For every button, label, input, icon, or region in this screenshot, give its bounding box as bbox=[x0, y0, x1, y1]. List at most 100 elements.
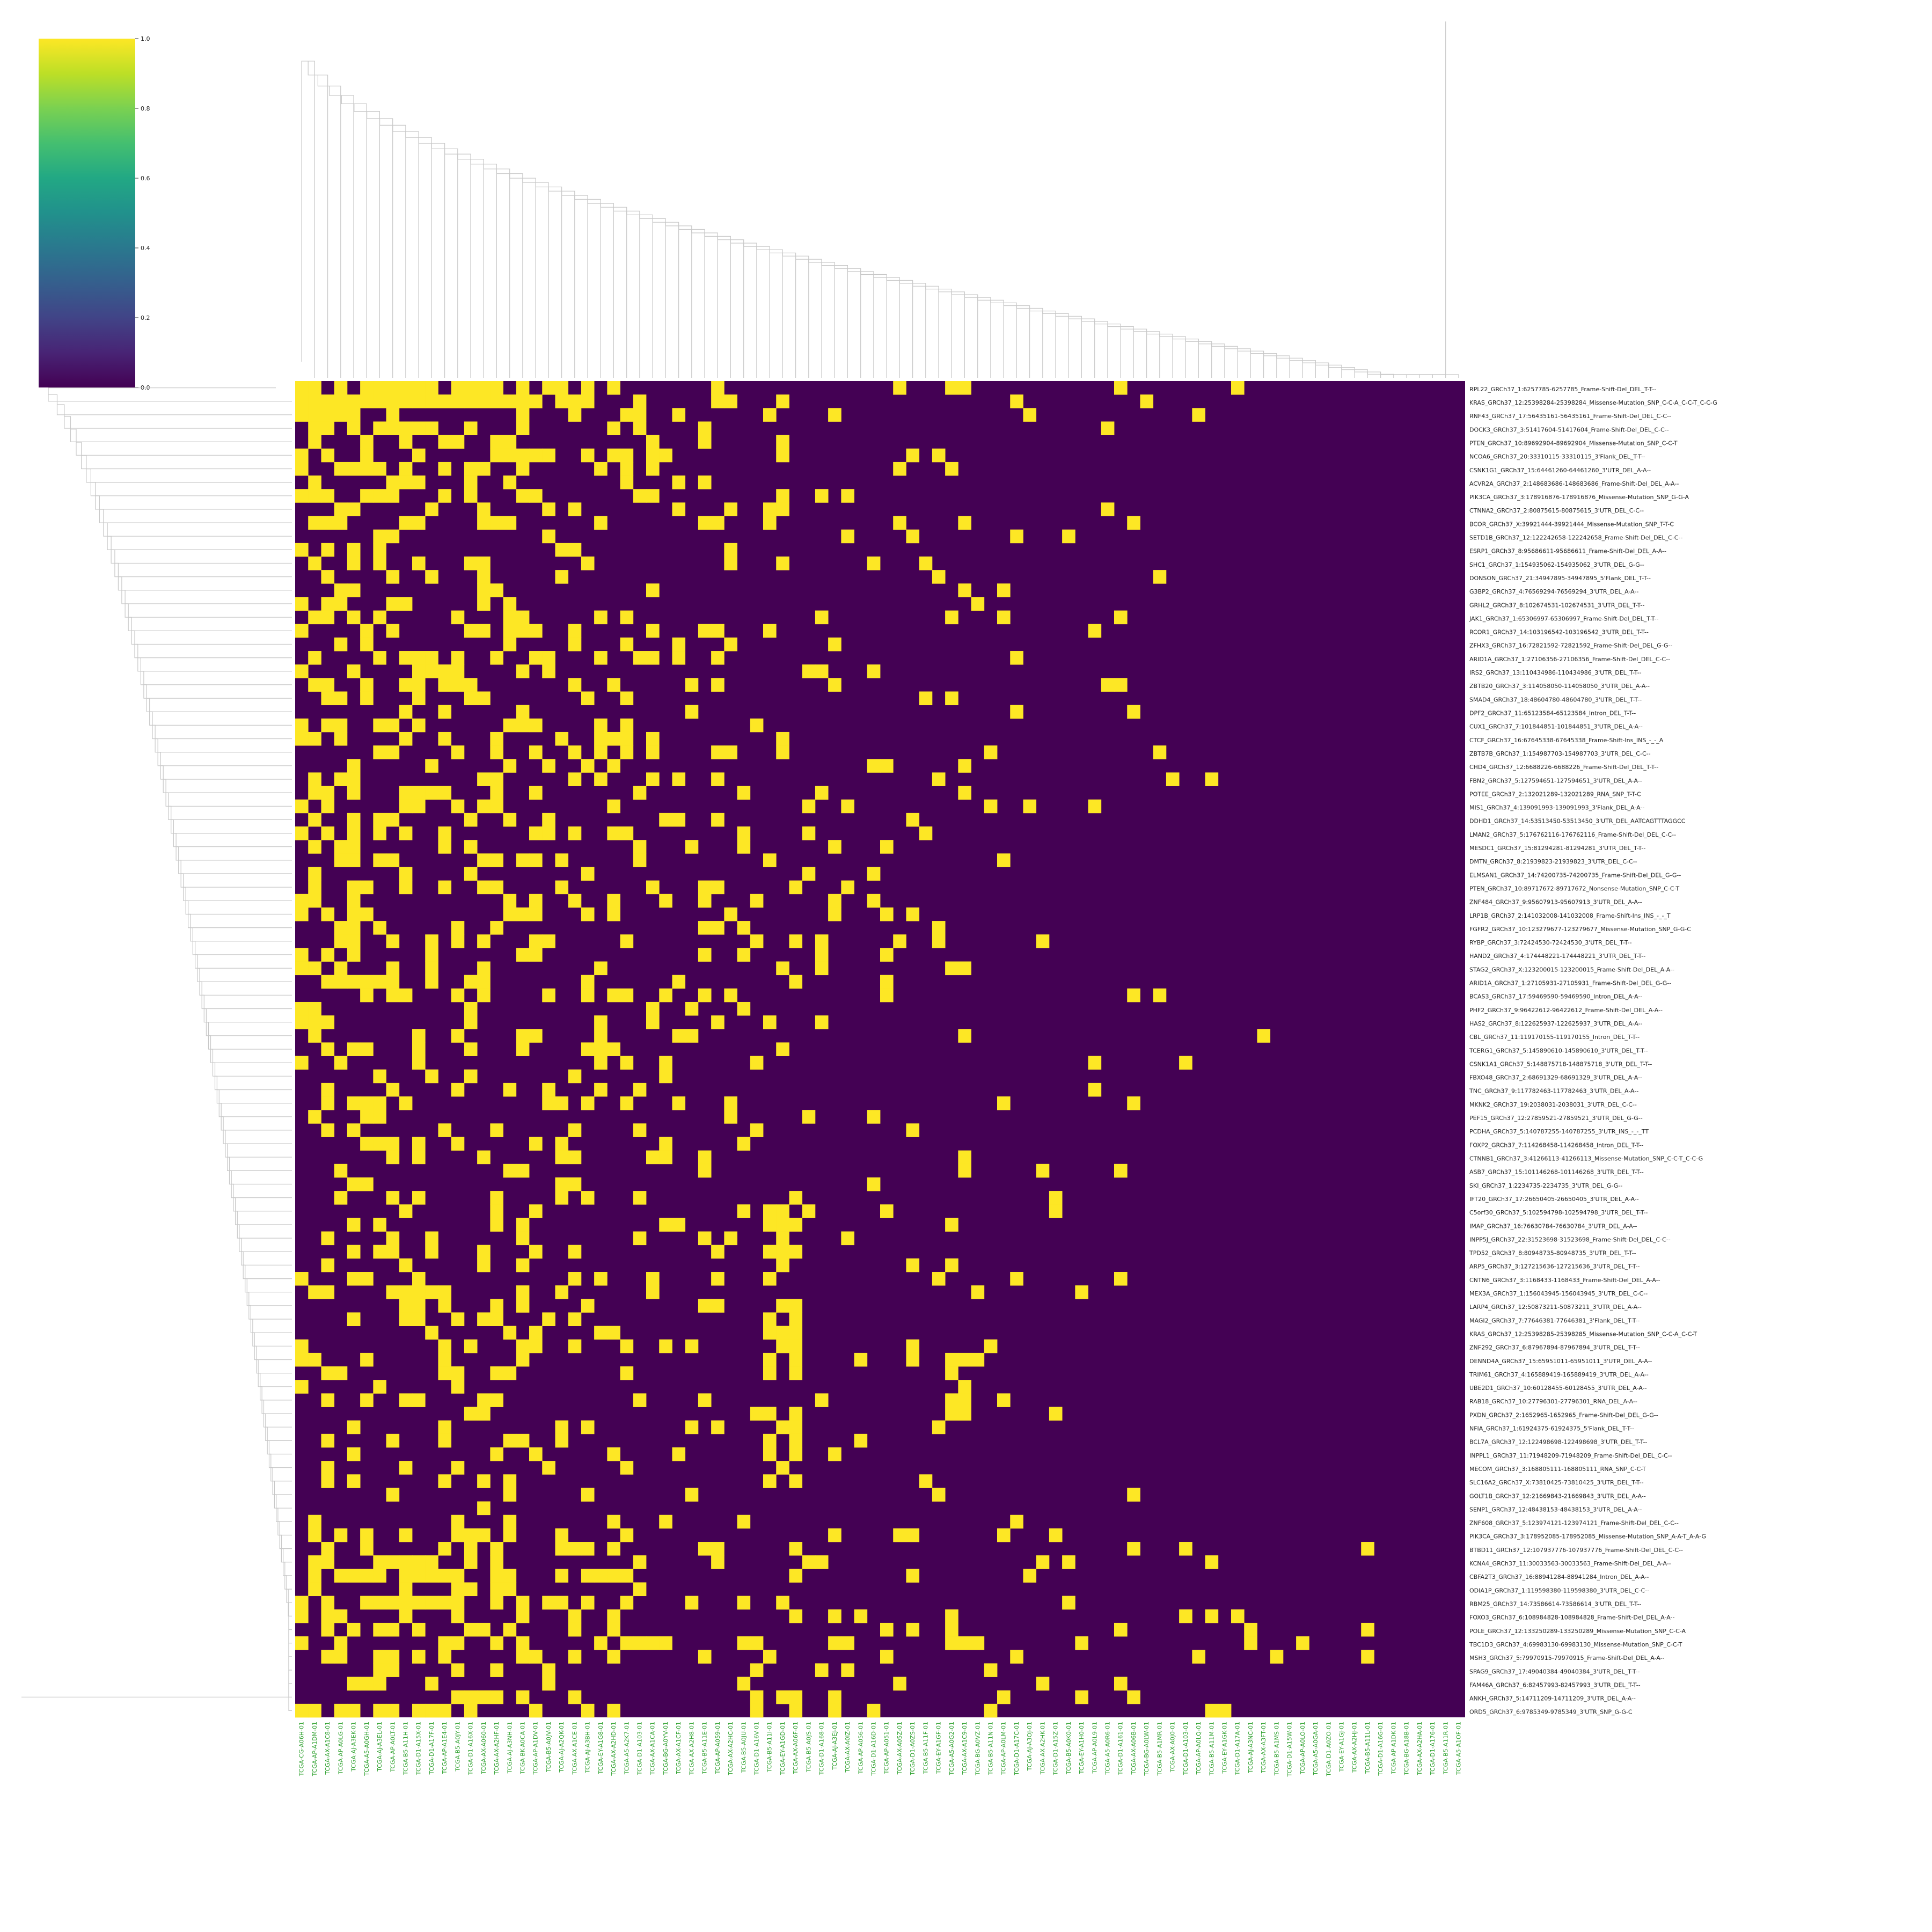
row-label: IMAP_GRCh37_16:76630784-76630784_3'UTR_D… bbox=[1469, 1223, 1637, 1230]
heatmap-grid bbox=[295, 381, 1465, 1718]
heatmap-cell bbox=[958, 1150, 971, 1165]
heatmap-cell bbox=[425, 948, 438, 962]
heatmap-cell bbox=[490, 1596, 503, 1610]
heatmap-cell bbox=[867, 867, 881, 881]
heatmap-cell bbox=[412, 421, 426, 435]
heatmap-cell bbox=[1127, 988, 1140, 1002]
heatmap-cell bbox=[438, 462, 452, 476]
heatmap-cell bbox=[763, 1015, 777, 1029]
row-label: MKNK2_GRCh37_19:2038031-2038031_3'UTR_DE… bbox=[1469, 1101, 1637, 1108]
heatmap-cell bbox=[360, 1177, 374, 1191]
heatmap-cell bbox=[737, 1001, 751, 1016]
heatmap-cell bbox=[776, 489, 789, 503]
heatmap-cell bbox=[568, 502, 582, 516]
heatmap-cell bbox=[581, 1542, 595, 1556]
heatmap-cell bbox=[308, 880, 321, 895]
heatmap-cell bbox=[347, 1420, 361, 1435]
heatmap-cell bbox=[581, 1096, 595, 1110]
heatmap-cell bbox=[763, 1407, 777, 1421]
heatmap-cell bbox=[438, 435, 452, 449]
heatmap-cell bbox=[373, 462, 386, 476]
heatmap-cell bbox=[347, 759, 361, 773]
heatmap-cell bbox=[295, 1609, 309, 1623]
row-label: IFT20_GRCh37_17:26650405-26650405_3'UTR_… bbox=[1469, 1196, 1639, 1203]
heatmap-cell bbox=[347, 894, 361, 908]
heatmap-cell bbox=[386, 1596, 400, 1610]
heatmap-cell bbox=[347, 610, 361, 625]
heatmap-cell bbox=[828, 840, 841, 854]
heatmap-cell bbox=[620, 448, 634, 463]
heatmap-cell bbox=[698, 1231, 712, 1246]
heatmap-cell bbox=[516, 421, 530, 435]
heatmap-cell bbox=[737, 786, 751, 800]
heatmap-cell bbox=[789, 1191, 803, 1205]
heatmap-cell bbox=[594, 1082, 608, 1097]
heatmap-cell bbox=[490, 921, 503, 935]
row-label: HAS2_GRCh37_8:122625937-122625937_3'UTR_… bbox=[1469, 1020, 1642, 1027]
heatmap-cell bbox=[295, 394, 309, 408]
heatmap-cell bbox=[347, 921, 361, 935]
heatmap-cell bbox=[763, 502, 777, 516]
dendrogram-branch bbox=[301, 61, 315, 378]
column-label: TCGA-AP-A056-01 bbox=[857, 1722, 864, 1774]
heatmap-cell bbox=[997, 1528, 1011, 1542]
column-label: TCGA-AJ-A3EL-01 bbox=[376, 1722, 383, 1772]
heatmap-cell bbox=[776, 1245, 789, 1259]
heatmap-cell bbox=[386, 1231, 400, 1246]
heatmap-cell bbox=[568, 1542, 582, 1556]
row-label: ASB7_GRCh37_15:101146268-101146268_3'UTR… bbox=[1469, 1169, 1644, 1176]
heatmap-cell bbox=[828, 678, 841, 692]
heatmap-cell bbox=[737, 1677, 751, 1691]
heatmap-cell bbox=[568, 637, 582, 652]
heatmap-cell bbox=[464, 1542, 478, 1556]
heatmap-cell bbox=[958, 961, 971, 976]
heatmap-cell bbox=[659, 1514, 672, 1529]
heatmap-cell bbox=[321, 597, 335, 611]
heatmap-cell bbox=[347, 826, 361, 840]
heatmap-cell bbox=[646, 1636, 660, 1650]
heatmap-cell bbox=[958, 381, 971, 395]
heatmap-cell bbox=[308, 961, 321, 976]
heatmap-cell bbox=[308, 1569, 321, 1583]
heatmap-cell bbox=[542, 448, 555, 463]
heatmap-cell bbox=[399, 826, 413, 840]
heatmap-cell bbox=[490, 1569, 503, 1583]
heatmap-cell bbox=[945, 961, 958, 976]
heatmap-cell bbox=[373, 1245, 386, 1259]
dendrogram-branch bbox=[1432, 374, 1459, 378]
heatmap-cell bbox=[347, 583, 361, 597]
row-label: NFIA_GRCh37_1:61924375-61924375_5'Flank_… bbox=[1469, 1425, 1634, 1432]
heatmap-cell bbox=[399, 1582, 413, 1597]
heatmap-cell bbox=[386, 1191, 400, 1205]
heatmap-cell bbox=[438, 678, 452, 692]
heatmap-cell bbox=[1127, 1488, 1140, 1502]
heatmap-cell bbox=[425, 502, 438, 516]
heatmap-cell bbox=[919, 826, 933, 840]
heatmap-cell bbox=[438, 786, 452, 800]
heatmap-cell bbox=[334, 961, 348, 976]
heatmap-cell bbox=[295, 448, 309, 463]
heatmap-cell bbox=[412, 1029, 426, 1043]
heatmap-cell bbox=[321, 1555, 335, 1569]
heatmap-cell bbox=[412, 664, 426, 678]
heatmap-cell bbox=[334, 583, 348, 597]
heatmap-cell bbox=[581, 1569, 595, 1583]
heatmap-cell bbox=[672, 1218, 686, 1232]
heatmap-cell bbox=[581, 759, 595, 773]
heatmap-cell bbox=[438, 1542, 452, 1556]
dendrogram-branch bbox=[329, 86, 354, 378]
heatmap-cell bbox=[334, 381, 348, 395]
heatmap-cell bbox=[347, 853, 361, 867]
column-label: TCGA-A5-A0GA-01 bbox=[1312, 1722, 1319, 1776]
heatmap-cell bbox=[321, 718, 335, 733]
row-label: ARID1A_GRCh37_1:27106356-27106356_Frame-… bbox=[1469, 656, 1670, 663]
row-label: RCOR1_GRCh37_14:103196542-103196542_3'UT… bbox=[1469, 629, 1649, 636]
heatmap-cell bbox=[360, 691, 374, 706]
heatmap-cell bbox=[789, 1474, 803, 1488]
row-label: CUX1_GRCh37_7:101844851-101844851_3'UTR_… bbox=[1469, 723, 1643, 730]
heatmap-cell bbox=[568, 826, 582, 840]
heatmap-cell bbox=[594, 1326, 608, 1340]
heatmap-cell bbox=[451, 921, 465, 935]
heatmap-cell bbox=[1114, 678, 1128, 692]
column-label: TCGA-AX-A2HC-01 bbox=[727, 1722, 734, 1776]
